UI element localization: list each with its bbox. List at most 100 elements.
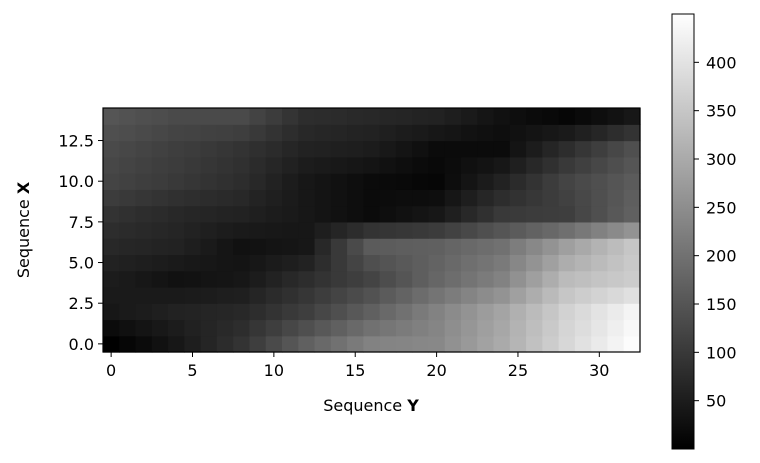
heatmap-cell — [477, 319, 495, 337]
heatmap-cell — [151, 238, 169, 255]
heatmap-cell — [103, 124, 120, 142]
heatmap-cell — [493, 319, 511, 337]
heatmap-cell — [282, 205, 299, 223]
heatmap-cell — [265, 335, 283, 353]
heatmap-cell — [103, 254, 120, 272]
heatmap-cell — [379, 286, 397, 304]
heatmap-cell — [216, 173, 234, 190]
heatmap-cell — [314, 270, 332, 288]
heatmap-cell — [591, 238, 609, 255]
heatmap-cell — [347, 173, 364, 190]
heatmap-cell — [412, 254, 430, 272]
heatmap-cell — [233, 335, 251, 353]
heatmap-cell — [623, 238, 641, 255]
colorbar-tick-label: 200 — [706, 247, 737, 266]
heatmap-cell — [558, 319, 576, 337]
heatmap-cell — [461, 156, 478, 174]
heatmap-cell — [493, 270, 511, 288]
heatmap-cell — [461, 124, 478, 142]
heatmap-cell — [363, 319, 381, 337]
heatmap-cell — [558, 189, 576, 207]
heatmap-cell — [103, 140, 120, 158]
heatmap-cell — [395, 335, 413, 353]
heatmap-cell — [623, 189, 641, 207]
heatmap-cell — [200, 140, 218, 158]
heatmap-cell — [282, 189, 299, 207]
heatmap-cell — [265, 254, 283, 272]
heatmap-cell — [249, 156, 267, 174]
heatmap-cell — [509, 173, 527, 190]
heatmap-cell — [574, 173, 592, 190]
heatmap-cell — [607, 205, 625, 223]
heatmap-cell — [282, 173, 299, 190]
heatmap-cell — [526, 254, 543, 272]
heatmap-cell — [461, 189, 478, 207]
heatmap-cell — [314, 173, 332, 190]
heatmap-cell — [412, 205, 430, 223]
heatmap-cell — [282, 238, 299, 255]
heatmap-cell — [151, 270, 169, 288]
heatmap-cell — [298, 156, 316, 174]
heatmap-cell — [330, 124, 348, 142]
heatmap-cell — [493, 108, 511, 125]
heatmap-cell — [444, 156, 462, 174]
heatmap-cell — [623, 254, 641, 272]
heatmap-cell — [151, 319, 169, 337]
heatmap-cell — [298, 270, 316, 288]
heatmap-cell — [119, 205, 137, 223]
heatmap-cell — [542, 221, 560, 239]
heatmap-cell — [233, 189, 251, 207]
heatmap-cell — [265, 221, 283, 239]
heatmap-cell — [249, 270, 267, 288]
heatmap-cell — [347, 335, 364, 353]
heatmap-cell — [607, 270, 625, 288]
heatmap-cell — [591, 140, 609, 158]
heatmap-cell — [119, 254, 137, 272]
heatmap-cell — [168, 156, 185, 174]
heatmap-cell — [412, 335, 430, 353]
heatmap-cell — [509, 140, 527, 158]
heatmap-cell — [314, 286, 332, 304]
heatmap-cell — [428, 303, 446, 321]
heatmap-cell — [330, 221, 348, 239]
heatmap-cell — [607, 303, 625, 321]
x-tick-label: 20 — [426, 361, 446, 380]
heatmap-cell — [184, 173, 202, 190]
heatmap-cell — [330, 156, 348, 174]
heatmap-cell — [493, 124, 511, 142]
heatmap-cell — [493, 238, 511, 255]
heatmap-cell — [412, 238, 430, 255]
heatmap-cell — [444, 124, 462, 142]
heatmap-cell — [119, 303, 137, 321]
heatmap-cell — [119, 335, 137, 353]
heatmap-cell — [282, 156, 299, 174]
heatmap-cell — [298, 303, 316, 321]
heatmap-cell — [542, 124, 560, 142]
heatmap-cell — [347, 303, 364, 321]
heatmap-cell — [151, 303, 169, 321]
heatmap-cell — [314, 156, 332, 174]
heatmap-cell — [119, 156, 137, 174]
heatmap-cell — [623, 124, 641, 142]
heatmap-cell — [623, 205, 641, 223]
heatmap-cell — [477, 189, 495, 207]
heatmap-cell — [103, 205, 120, 223]
heatmap-cell — [119, 189, 137, 207]
heatmap-cell — [558, 254, 576, 272]
heatmap-cell — [379, 173, 397, 190]
heatmap-cell — [314, 189, 332, 207]
heatmap-cell — [330, 335, 348, 353]
heatmap-cell — [395, 286, 413, 304]
heatmap-cell — [379, 303, 397, 321]
heatmap-cells — [103, 108, 641, 353]
heatmap-cell — [265, 286, 283, 304]
heatmap-cell — [135, 108, 153, 125]
heatmap-cell — [298, 124, 316, 142]
heatmap-cell — [379, 140, 397, 158]
heatmap-cell — [119, 286, 137, 304]
heatmap-cell — [412, 189, 430, 207]
heatmap-cell — [249, 189, 267, 207]
heatmap-cell — [623, 270, 641, 288]
heatmap-cell — [493, 140, 511, 158]
heatmap-cell — [607, 124, 625, 142]
